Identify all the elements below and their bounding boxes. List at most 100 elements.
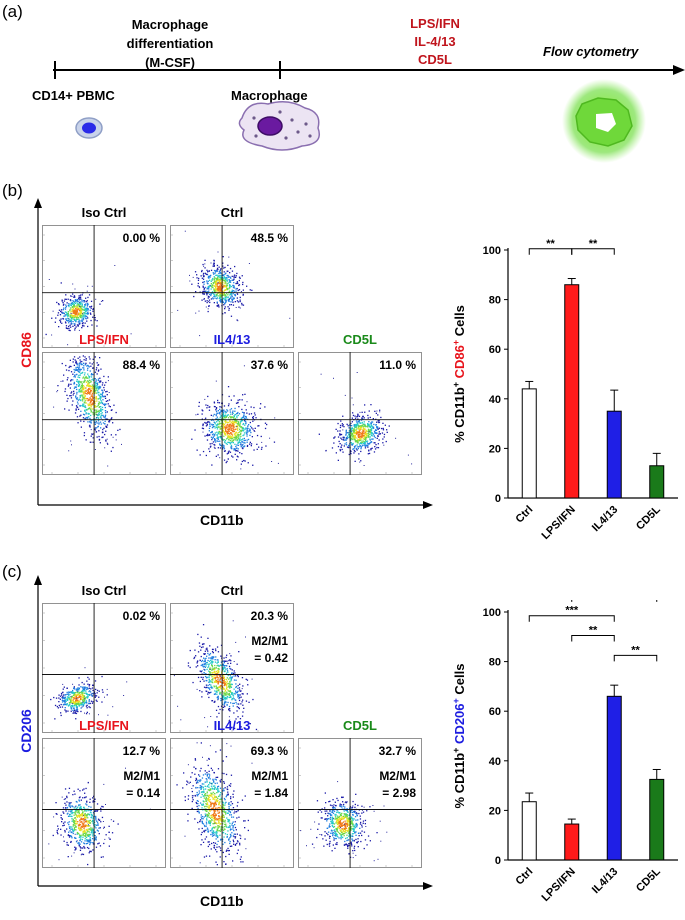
m2-m1-ratio-label: M2/M1	[379, 769, 416, 783]
error-bar	[525, 380, 534, 389]
y-tick-label: 80	[489, 295, 501, 307]
flow-plot-percentage: 32.7 %	[378, 744, 416, 758]
y-tick-label: 100	[483, 607, 501, 619]
m2-m1-ratio-label: M2/M1	[251, 634, 288, 648]
flow-plot-b-0	[42, 225, 166, 348]
step-line-1: Macrophage	[131, 17, 209, 32]
plot-tick-marks	[42, 361, 157, 475]
bar-ctrl	[521, 388, 537, 499]
m2-m1-ratio-value: = 1.84	[254, 786, 288, 800]
significance-bracket: **	[571, 625, 615, 642]
cd206-bar-chart: % CD11b+ CD206+ Cells 0 20 40 60 80 100 Ctrl LPS…	[451, 600, 678, 904]
differentiation-step-label: Macrophage differentiation (M-CSF)	[100, 15, 240, 72]
plot-frame	[42, 603, 166, 733]
error-bar	[567, 818, 576, 825]
flow-plot-b-3	[170, 352, 294, 475]
significance-bracket: *	[571, 600, 658, 602]
y-tick-label: 0	[495, 493, 501, 505]
error-bar	[525, 792, 534, 802]
flow-plot-title: LPS/IFN	[79, 718, 129, 733]
plot-frame	[170, 352, 294, 475]
m2-m1-ratio: M2/M1 = 1.84	[228, 768, 288, 802]
plot-tick-marks	[170, 361, 285, 475]
error-bar	[567, 278, 576, 285]
y-tick-label: 40	[489, 394, 501, 406]
flow-plot-title: IL4/13	[213, 332, 251, 347]
bar-il4-13	[606, 410, 622, 499]
flow-plot-title: Ctrl	[220, 583, 244, 598]
flow-plot-b-4	[298, 352, 422, 475]
plot-tick-marks	[170, 747, 285, 868]
plot-tick-marks	[42, 234, 157, 348]
y-tick-label: 40	[489, 756, 501, 768]
flow-plot-title: Ctrl	[220, 205, 244, 220]
macrophage-label: Macrophage	[231, 88, 308, 103]
y-tick-label: 80	[489, 657, 501, 669]
y-axis-label: % CD11b+ CD86+ Cells	[451, 305, 467, 443]
plot-tick-marks	[170, 234, 285, 348]
cell-density-cloud	[176, 742, 253, 866]
flow-plot-title: CD5L	[343, 718, 377, 733]
flow-plot-b-2	[42, 352, 166, 475]
pbmc-cell-icon	[75, 117, 103, 139]
flow-plot-percentage: 12.7 %	[122, 744, 160, 758]
panel-c-y-axis-arrow	[34, 575, 42, 886]
cell-density-cloud	[48, 767, 151, 866]
flow-plot-c-0	[42, 603, 166, 733]
flow-plot-c-4	[298, 738, 422, 868]
x-category-label: CD5L	[634, 503, 663, 532]
m2-m1-ratio-value: = 2.98	[382, 786, 416, 800]
panel-b-y-marker: CD86	[18, 332, 34, 368]
flow-plot-c-2	[42, 738, 166, 868]
bar-ctrl	[521, 801, 537, 861]
plot-tick-marks	[42, 612, 157, 733]
flow-plot-percentage: 37.6 %	[250, 358, 288, 372]
y-tick-label: 0	[495, 855, 501, 867]
error-bar	[610, 389, 619, 412]
workflow-diagram	[53, 61, 685, 163]
flow-plot-percentage: 48.5 %	[250, 231, 288, 245]
macrophage-cell-icon	[238, 101, 320, 151]
plot-frame	[42, 225, 166, 348]
m2-m1-ratio: M2/M1 = 2.98	[356, 768, 416, 802]
plot-tick-marks	[42, 747, 157, 868]
plot-tick-marks	[170, 612, 285, 733]
flow-plot-title: Iso Ctrl	[81, 583, 127, 598]
x-category-label: Ctrl	[513, 866, 535, 888]
flow-plot-percentage: 11.0 %	[379, 358, 416, 372]
y-tick-label: 20	[489, 443, 501, 455]
error-bar	[610, 684, 619, 697]
bar-lps-ifn	[564, 284, 580, 499]
significance-bracket: ***	[528, 605, 615, 622]
bar-il4-13	[606, 695, 622, 861]
m2-m1-ratio-value: = 0.14	[126, 786, 160, 800]
panel-b-x-axis-arrow	[38, 501, 433, 509]
flow-plot-percentage: 0.02 %	[122, 609, 160, 623]
panel-a-label: (a)	[2, 2, 23, 21]
flow-plot-percentage: 20.3 %	[250, 609, 288, 623]
flow-plot-c-1	[170, 603, 294, 733]
panel-c-label: (c)	[2, 562, 22, 581]
y-tick-label: 60	[489, 344, 501, 356]
x-category-label: Ctrl	[513, 504, 535, 526]
step-line-3: (M-CSF)	[145, 55, 195, 70]
x-category-label: LPS/IFN	[540, 504, 578, 542]
error-bar	[652, 768, 661, 780]
cd86-bar-chart: % CD11b+ CD86+ Cells 0 20 40 60 80 100 Ctrl LPS/…	[451, 238, 678, 542]
m2-m1-ratio: M2/M1 = 0.14	[100, 768, 160, 802]
cell-density-cloud	[45, 265, 132, 346]
flow-cytometry-label: Flow cytometry	[543, 44, 639, 59]
fluorescent-cell-icon	[562, 79, 646, 163]
plot-frame	[42, 352, 166, 475]
cell-density-cloud	[191, 365, 279, 470]
flow-plot-title: Iso Ctrl	[81, 205, 127, 220]
cell-density-cloud	[318, 372, 413, 466]
treatment-lps: LPS/IFN	[410, 16, 460, 31]
cell-density-cloud	[50, 667, 128, 729]
cell-density-cloud	[300, 781, 388, 862]
plot-frame	[42, 738, 166, 868]
panel-b-x-marker: CD11b	[200, 512, 244, 528]
panel-c-x-marker: CD11b	[200, 893, 244, 909]
pbmc-label: CD14+ PBMC	[32, 88, 115, 103]
